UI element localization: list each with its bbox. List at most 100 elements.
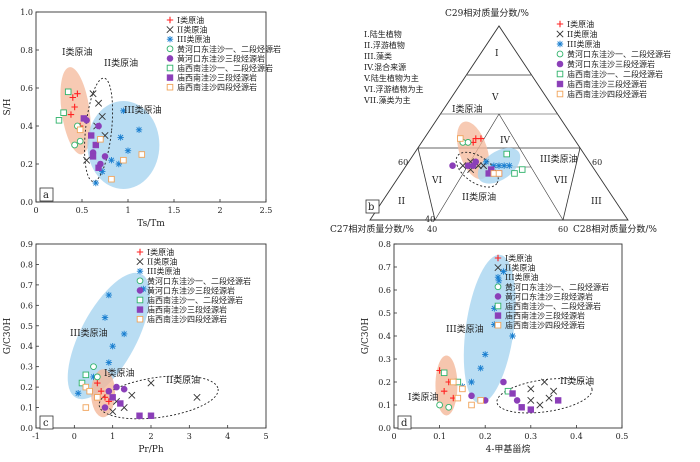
region-note: VI.浮游植物为主: [363, 84, 423, 94]
b-point-s4-3: [472, 158, 480, 166]
a-point-s7-2: [138, 151, 146, 158]
legend-marker-mx12: [136, 296, 144, 304]
panel-a-points: [55, 88, 146, 187]
c-point-s2-5: [105, 359, 113, 366]
d-point-s4-3: [513, 397, 521, 404]
a-xlabel: Ts/Tm: [137, 219, 165, 229]
legend-label-mx3: 庙西南洼沙三段烃源岩: [567, 79, 647, 89]
c-ytick-label: 0.3: [20, 363, 33, 372]
d-point-s2-4: [482, 351, 489, 358]
c-point-s2-2: [101, 314, 109, 321]
c-xtick-label: 4: [225, 432, 230, 441]
d-point-s2-5: [477, 365, 484, 372]
a-point-s3-2: [71, 141, 78, 149]
panel-b-legend: I类原油II类原油III类原油黄河口东洼沙一、二段烃源岩黄河口东洼沙三段烃源岩庙…: [556, 19, 671, 99]
panel-b-group-II-ellipse: [455, 151, 499, 188]
legend-marker-mx3: [166, 74, 174, 81]
panel-d-legend: I类原油II类原油III类原油黄河口东洼沙一、二段烃源岩黄河口东洼沙三段烃源岩庙…: [494, 253, 609, 330]
d-point-s1-1: [540, 378, 548, 386]
c-xtick-label: 1: [110, 432, 115, 441]
d-point-s4-0: [468, 392, 475, 400]
legend-marker-III: [556, 40, 564, 48]
c-point-s0-0: [94, 379, 101, 387]
ternary-left-label: C27相对质量分数/%: [330, 223, 414, 235]
c-point-s7-0: [82, 383, 90, 391]
panel-d-points: [436, 268, 562, 413]
a-point-s2-3: [124, 147, 132, 154]
b-point-s5-0: [503, 150, 510, 158]
d-ytick-label: 0.4: [378, 332, 391, 341]
c-point-s2-7: [74, 390, 82, 397]
d-ytick-label: 0.2: [378, 378, 391, 387]
ternary-tick-bottom-40: 40: [427, 225, 437, 234]
c-point-s4-3: [101, 404, 109, 411]
d-ytick-label: 0.5: [378, 309, 391, 318]
legend-label-III: III类原油: [177, 34, 210, 44]
a-point-s2-4: [108, 157, 115, 164]
b-point-s2-1: [500, 162, 508, 169]
c-point-s2-0: [105, 291, 113, 299]
ternary-right-label: C28相对质量分数/%: [573, 223, 657, 235]
ternary-line-right: [562, 147, 581, 221]
a-point-s6-2: [92, 141, 100, 149]
b-point-s0-2: [477, 135, 485, 142]
legend-label-hhk12: 黄河口东洼沙一、二段烃源岩: [147, 276, 251, 286]
c-ytick-label: 0.6: [20, 301, 33, 310]
panel-c-group-III-ellipse: [67, 272, 150, 400]
region-VII: VII: [553, 176, 568, 186]
d-xlabel: 4-甲基甾烷: [486, 443, 531, 455]
panel-a-group-label-I: I类原油: [62, 46, 93, 58]
c-point-s7-1: [86, 387, 93, 395]
d-point-s0-2: [440, 388, 448, 395]
a-xtick-label: 2.5: [260, 206, 273, 215]
b-point-s2-3: [506, 162, 513, 169]
a-point-s1-2: [98, 112, 106, 121]
panel-d-group-label-II: II类原油: [560, 375, 594, 387]
c-ytick-label: 0.9: [20, 240, 33, 249]
a-ytick-label: 0.8: [20, 46, 33, 55]
panel-c-group-label-III: III类原油: [70, 327, 108, 339]
legend-marker-II: [556, 30, 564, 38]
b-point-s5-1: [518, 166, 526, 173]
d-point-s4-2: [500, 378, 507, 386]
a-point-s0-4: [67, 111, 75, 118]
ternary-outline: [369, 25, 629, 221]
c-point-s2-1: [140, 285, 147, 293]
legend-label-mx4: 庙西南洼沙四段烃源岩: [177, 82, 257, 92]
c-point-s2-4: [109, 343, 116, 350]
legend-marker-hhk12: [166, 45, 174, 53]
legend-marker-hhk12: [136, 277, 144, 285]
a-xtick-label: 1.5: [168, 206, 181, 215]
panel-c-group-label-I: I类原油: [104, 367, 135, 379]
d-point-s2-3: [491, 321, 498, 328]
c-point-s3-0: [90, 363, 97, 371]
c-xtick-label: 2: [148, 432, 153, 441]
c-point-s2-6: [90, 373, 97, 381]
legend-marker-hhk3: [556, 60, 564, 68]
b-point-s7-0: [457, 135, 464, 142]
ternary-top-label: C29相对质量分数/%: [445, 7, 529, 19]
panel-b: I类原油II类原油III类原油黄河口东洼沙一、二段烃源岩黄河口东洼沙三段烃源岩庙…: [330, 7, 671, 235]
d-ytick-label: 0.8: [378, 240, 391, 249]
region-note: V.陆生植物为主: [363, 73, 419, 83]
legend-label-III: III类原油: [505, 272, 538, 282]
panel-a-label: a: [43, 190, 49, 201]
legend-label-hhk12: 黄河口东洼沙一、二段烃源岩: [177, 44, 281, 54]
d-point-s2-0: [500, 268, 507, 275]
ternary-tick-left-40: 40: [425, 215, 435, 224]
legend-label-mx4: 庙西南洼沙四段烃源岩: [567, 89, 647, 99]
d-point-s1-0: [527, 385, 535, 393]
legend-marker-mx3: [494, 312, 502, 319]
d-xtick-label: 0.4: [570, 432, 583, 441]
region-VI: VI: [431, 176, 442, 186]
c-ylabel: G/C30H: [3, 318, 13, 355]
d-ytick-label: 0.1: [378, 401, 391, 410]
panel-d-label: d: [401, 418, 408, 429]
legend-marker-hhk3: [136, 287, 144, 294]
panel-c-label-box: [39, 415, 54, 430]
c-xtick-label: -1: [32, 432, 40, 441]
legend-label-mx4: 庙西南洼沙四段烃源岩: [505, 320, 585, 330]
c-ytick-label: 0.8: [20, 260, 33, 269]
panel-a-group-label-III: III类原油: [124, 104, 162, 116]
